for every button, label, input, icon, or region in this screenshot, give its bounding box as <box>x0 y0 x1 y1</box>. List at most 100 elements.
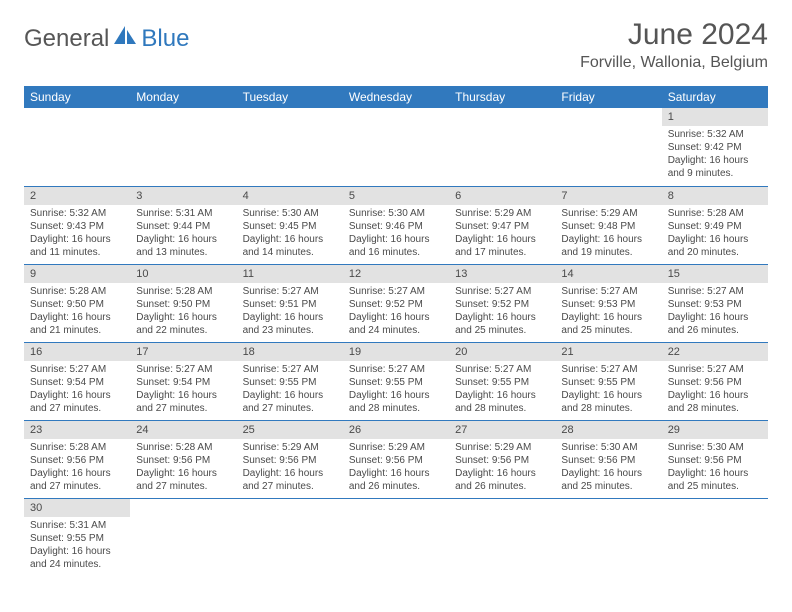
day-details: Sunrise: 5:29 AMSunset: 9:56 PMDaylight:… <box>449 439 555 497</box>
sunrise-line: Sunrise: 5:28 AM <box>30 441 124 454</box>
daylight-line: Daylight: 16 hours and 25 minutes. <box>668 467 762 493</box>
sunset-line: Sunset: 9:56 PM <box>30 454 124 467</box>
calendar-cell: 27Sunrise: 5:29 AMSunset: 9:56 PMDayligh… <box>449 420 555 498</box>
day-number: 5 <box>343 187 449 205</box>
sunset-line: Sunset: 9:49 PM <box>668 220 762 233</box>
day-details: Sunrise: 5:27 AMSunset: 9:55 PMDaylight:… <box>237 361 343 419</box>
day-details: Sunrise: 5:31 AMSunset: 9:44 PMDaylight:… <box>130 205 236 263</box>
calendar-cell <box>24 108 130 186</box>
calendar-cell: 18Sunrise: 5:27 AMSunset: 9:55 PMDayligh… <box>237 342 343 420</box>
day-details: Sunrise: 5:27 AMSunset: 9:52 PMDaylight:… <box>449 283 555 341</box>
daylight-line: Daylight: 16 hours and 28 minutes. <box>455 389 549 415</box>
sunrise-line: Sunrise: 5:27 AM <box>668 285 762 298</box>
calendar-cell: 15Sunrise: 5:27 AMSunset: 9:53 PMDayligh… <box>662 264 768 342</box>
calendar-cell: 16Sunrise: 5:27 AMSunset: 9:54 PMDayligh… <box>24 342 130 420</box>
calendar-week-row: 1Sunrise: 5:32 AMSunset: 9:42 PMDaylight… <box>24 108 768 186</box>
sunset-line: Sunset: 9:45 PM <box>243 220 337 233</box>
title-block: June 2024 Forville, Wallonia, Belgium <box>580 18 768 72</box>
sunrise-line: Sunrise: 5:27 AM <box>349 285 443 298</box>
header: General Blue June 2024 Forville, Walloni… <box>24 18 768 72</box>
daylight-line: Daylight: 16 hours and 25 minutes. <box>561 311 655 337</box>
day-details: Sunrise: 5:30 AMSunset: 9:46 PMDaylight:… <box>343 205 449 263</box>
weekday-header: Tuesday <box>237 86 343 108</box>
calendar-cell: 4Sunrise: 5:30 AMSunset: 9:45 PMDaylight… <box>237 186 343 264</box>
calendar-cell: 14Sunrise: 5:27 AMSunset: 9:53 PMDayligh… <box>555 264 661 342</box>
sunrise-line: Sunrise: 5:30 AM <box>668 441 762 454</box>
day-details: Sunrise: 5:30 AMSunset: 9:45 PMDaylight:… <box>237 205 343 263</box>
calendar-week-row: 16Sunrise: 5:27 AMSunset: 9:54 PMDayligh… <box>24 342 768 420</box>
day-details: Sunrise: 5:27 AMSunset: 9:56 PMDaylight:… <box>662 361 768 419</box>
sunset-line: Sunset: 9:47 PM <box>455 220 549 233</box>
day-details: Sunrise: 5:27 AMSunset: 9:54 PMDaylight:… <box>24 361 130 419</box>
day-details: Sunrise: 5:29 AMSunset: 9:56 PMDaylight:… <box>237 439 343 497</box>
day-number: 18 <box>237 343 343 361</box>
day-number: 19 <box>343 343 449 361</box>
sunset-line: Sunset: 9:56 PM <box>561 454 655 467</box>
sunset-line: Sunset: 9:44 PM <box>136 220 230 233</box>
sunrise-line: Sunrise: 5:28 AM <box>668 207 762 220</box>
day-number: 4 <box>237 187 343 205</box>
day-details: Sunrise: 5:27 AMSunset: 9:55 PMDaylight:… <box>449 361 555 419</box>
sunrise-line: Sunrise: 5:30 AM <box>243 207 337 220</box>
day-details: Sunrise: 5:30 AMSunset: 9:56 PMDaylight:… <box>662 439 768 497</box>
sunrise-line: Sunrise: 5:27 AM <box>243 285 337 298</box>
sunrise-line: Sunrise: 5:27 AM <box>561 363 655 376</box>
day-details: Sunrise: 5:28 AMSunset: 9:50 PMDaylight:… <box>130 283 236 341</box>
calendar-cell <box>343 498 449 576</box>
day-number: 25 <box>237 421 343 439</box>
sunset-line: Sunset: 9:50 PM <box>30 298 124 311</box>
calendar-cell: 20Sunrise: 5:27 AMSunset: 9:55 PMDayligh… <box>449 342 555 420</box>
sunrise-line: Sunrise: 5:27 AM <box>136 363 230 376</box>
day-number: 30 <box>24 499 130 517</box>
day-number: 8 <box>662 187 768 205</box>
daylight-line: Daylight: 16 hours and 21 minutes. <box>30 311 124 337</box>
sunset-line: Sunset: 9:50 PM <box>136 298 230 311</box>
day-number: 16 <box>24 343 130 361</box>
daylight-line: Daylight: 16 hours and 25 minutes. <box>455 311 549 337</box>
calendar-cell <box>555 108 661 186</box>
daylight-line: Daylight: 16 hours and 28 minutes. <box>349 389 443 415</box>
calendar-week-row: 9Sunrise: 5:28 AMSunset: 9:50 PMDaylight… <box>24 264 768 342</box>
calendar-cell: 29Sunrise: 5:30 AMSunset: 9:56 PMDayligh… <box>662 420 768 498</box>
sunset-line: Sunset: 9:53 PM <box>561 298 655 311</box>
sunrise-line: Sunrise: 5:30 AM <box>349 207 443 220</box>
day-number: 26 <box>343 421 449 439</box>
day-number: 2 <box>24 187 130 205</box>
weekday-header-row: Sunday Monday Tuesday Wednesday Thursday… <box>24 86 768 108</box>
sunset-line: Sunset: 9:56 PM <box>668 454 762 467</box>
sunrise-line: Sunrise: 5:27 AM <box>349 363 443 376</box>
daylight-line: Daylight: 16 hours and 22 minutes. <box>136 311 230 337</box>
calendar-cell: 1Sunrise: 5:32 AMSunset: 9:42 PMDaylight… <box>662 108 768 186</box>
daylight-line: Daylight: 16 hours and 27 minutes. <box>243 389 337 415</box>
calendar-week-row: 30Sunrise: 5:31 AMSunset: 9:55 PMDayligh… <box>24 498 768 576</box>
day-details: Sunrise: 5:30 AMSunset: 9:56 PMDaylight:… <box>555 439 661 497</box>
day-details: Sunrise: 5:27 AMSunset: 9:55 PMDaylight:… <box>555 361 661 419</box>
weekday-header: Saturday <box>662 86 768 108</box>
daylight-line: Daylight: 16 hours and 23 minutes. <box>243 311 337 337</box>
sunrise-line: Sunrise: 5:31 AM <box>136 207 230 220</box>
calendar-cell: 19Sunrise: 5:27 AMSunset: 9:55 PMDayligh… <box>343 342 449 420</box>
sunrise-line: Sunrise: 5:28 AM <box>136 285 230 298</box>
calendar-cell: 3Sunrise: 5:31 AMSunset: 9:44 PMDaylight… <box>130 186 236 264</box>
daylight-line: Daylight: 16 hours and 13 minutes. <box>136 233 230 259</box>
calendar-cell: 9Sunrise: 5:28 AMSunset: 9:50 PMDaylight… <box>24 264 130 342</box>
weekday-header: Thursday <box>449 86 555 108</box>
daylight-line: Daylight: 16 hours and 19 minutes. <box>561 233 655 259</box>
sunset-line: Sunset: 9:42 PM <box>668 141 762 154</box>
sunset-line: Sunset: 9:55 PM <box>243 376 337 389</box>
day-number: 21 <box>555 343 661 361</box>
logo: General Blue <box>24 24 189 53</box>
calendar-cell <box>343 108 449 186</box>
day-details: Sunrise: 5:29 AMSunset: 9:56 PMDaylight:… <box>343 439 449 497</box>
sunset-line: Sunset: 9:52 PM <box>349 298 443 311</box>
day-details: Sunrise: 5:27 AMSunset: 9:55 PMDaylight:… <box>343 361 449 419</box>
sunset-line: Sunset: 9:53 PM <box>668 298 762 311</box>
sunset-line: Sunset: 9:55 PM <box>561 376 655 389</box>
daylight-line: Daylight: 16 hours and 9 minutes. <box>668 154 762 180</box>
calendar-cell <box>130 498 236 576</box>
calendar-table: Sunday Monday Tuesday Wednesday Thursday… <box>24 86 768 576</box>
calendar-cell: 2Sunrise: 5:32 AMSunset: 9:43 PMDaylight… <box>24 186 130 264</box>
daylight-line: Daylight: 16 hours and 14 minutes. <box>243 233 337 259</box>
daylight-line: Daylight: 16 hours and 27 minutes. <box>30 389 124 415</box>
sunset-line: Sunset: 9:43 PM <box>30 220 124 233</box>
